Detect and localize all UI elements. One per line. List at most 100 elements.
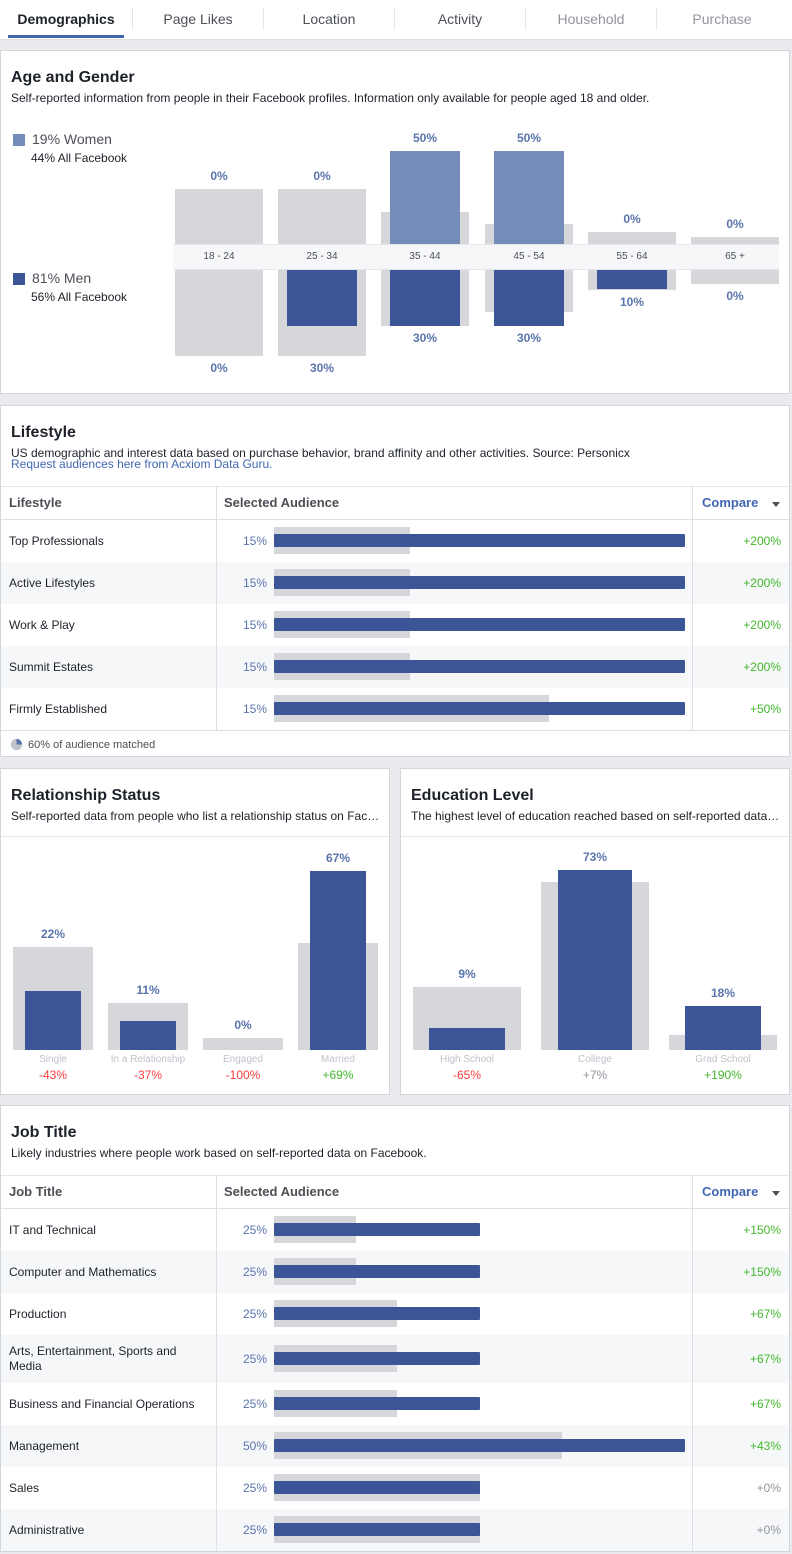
card-subtitle: Likely industries where people work base… — [11, 1146, 427, 1160]
women-baseline-bar — [588, 232, 676, 244]
card-title: Age and Gender — [11, 69, 135, 86]
table-row: Work & Play 15% +200% — [1, 604, 789, 646]
tab-location[interactable]: Location — [302, 11, 356, 27]
column-divider — [216, 486, 217, 730]
men-percent-label: 30% — [516, 330, 542, 345]
card-title: Relationship Status — [11, 787, 161, 804]
column-header-selected-audience: Selected Audience — [224, 495, 340, 510]
row-percent: 15% — [242, 618, 267, 632]
women-percent-label: 50% — [516, 131, 542, 145]
women-legend-label: 19% Women — [32, 131, 112, 147]
table-row: Production 25% +67% — [1, 1293, 789, 1335]
column-divider — [692, 1175, 693, 1551]
audience-bar — [274, 1352, 480, 1365]
tab-divider — [656, 8, 657, 30]
card-title: Education Level — [411, 787, 534, 804]
table-row: Computer and Mathematics 25% +150% — [1, 1251, 789, 1293]
divider — [1, 836, 389, 837]
women-all-facebook: 44% All Facebook — [31, 151, 128, 165]
compare-dropdown[interactable]: Compare — [702, 495, 759, 510]
chevron-down-icon[interactable] — [772, 1191, 780, 1196]
age-gender-chart: 0% 0% 18 - 24 0% 30% 25 - 34 50% 30% 35 - 44 50% 3… — [1, 51, 789, 393]
row-label: Business and Financial Operations — [9, 1396, 195, 1411]
row-label: Work & Play — [9, 617, 75, 632]
compare-value: +67% — [749, 1397, 781, 1411]
percent-label: 73% — [582, 849, 608, 864]
table-row: Summit Estates 15% +200% — [1, 646, 789, 688]
row-percent: 15% — [242, 534, 267, 548]
tab-page-likes[interactable]: Page Likes — [163, 11, 233, 27]
audience-bar — [274, 1481, 480, 1494]
tab-household[interactable]: Household — [557, 11, 625, 27]
category-label: College — [578, 1054, 612, 1065]
divider — [401, 836, 789, 837]
column-header-job-title: Job Title — [9, 1184, 63, 1199]
age-range-label: 65 + — [725, 251, 745, 262]
audience-bar — [274, 702, 685, 715]
row-label: IT and Technical — [9, 1222, 96, 1237]
age-axis-band — [173, 244, 779, 270]
table-row: Management 50% +43% — [1, 1425, 789, 1467]
delta-value: +7% — [582, 1068, 608, 1082]
row-label: Computer and Mathematics — [9, 1264, 157, 1279]
percent-label: 0% — [234, 1018, 252, 1032]
age-range-label: 18 - 24 — [203, 251, 235, 262]
category-label: Married — [321, 1054, 355, 1065]
column-divider — [692, 486, 693, 730]
audience-bar — [274, 618, 685, 631]
men-bar — [597, 270, 667, 289]
men-legend-swatch — [13, 273, 25, 285]
row-percent: 15% — [242, 576, 267, 590]
men-percent-label: 0% — [210, 361, 228, 375]
delta-value: -37% — [133, 1068, 162, 1082]
women-baseline-bar — [278, 189, 366, 244]
audience-bar — [274, 576, 685, 589]
row-percent: 25% — [242, 1523, 267, 1537]
women-percent-label: 0% — [210, 169, 228, 183]
men-percent-label: 30% — [309, 361, 335, 375]
men-bar — [494, 270, 564, 326]
row-label: Active Lifestyles — [9, 575, 96, 590]
tab-activity[interactable]: Activity — [437, 11, 483, 27]
men-baseline-bar — [691, 270, 779, 284]
row-percent: 25% — [242, 1352, 267, 1366]
age-range-label: 25 - 34 — [306, 251, 338, 262]
tab-divider — [132, 8, 133, 30]
card-title: Lifestyle — [11, 424, 76, 441]
audience-bar — [274, 1223, 480, 1236]
delta-value: +69% — [322, 1068, 354, 1082]
compare-value: +150% — [743, 1223, 781, 1237]
women-percent-label: 50% — [412, 131, 438, 145]
category-label: In a Relationship — [110, 1054, 186, 1065]
tab-purchase[interactable]: Purchase — [692, 11, 752, 27]
column-header-selected-audience: Selected Audience — [224, 1184, 340, 1199]
category-label: Grad School — [695, 1054, 751, 1065]
compare-dropdown[interactable]: Compare — [702, 1184, 759, 1199]
compare-value: +150% — [743, 1265, 781, 1279]
table-row: Sales 25% +0% — [1, 1467, 789, 1509]
row-label: Top Professionals — [9, 533, 104, 548]
audience-bar — [685, 1005, 761, 1050]
women-bar — [390, 151, 460, 244]
row-label: Firmly Established — [9, 701, 108, 716]
men-all-facebook: 56% All Facebook — [31, 290, 128, 304]
job-title-card: Job Title Likely industries where people… — [0, 1105, 790, 1552]
relationship-status-card: Relationship Status Self-reported data f… — [0, 768, 390, 1095]
tab-divider — [394, 8, 395, 30]
men-percent-label: 30% — [412, 331, 438, 345]
column-header-lifestyle: Lifestyle — [9, 495, 62, 510]
tab-divider — [263, 8, 264, 30]
baseline-bar — [203, 1038, 283, 1050]
tab-demographics[interactable]: Demographics — [8, 0, 124, 40]
row-label: Summit Estates — [9, 659, 94, 674]
acxiom-link[interactable]: Request audiences here from Acxiom Data … — [11, 457, 273, 471]
category-label: Engaged — [222, 1054, 264, 1065]
category-label: High School — [440, 1054, 494, 1065]
chevron-down-icon[interactable] — [772, 502, 780, 507]
audience-bar — [120, 1020, 176, 1050]
audience-bar — [274, 1397, 480, 1410]
audience-bar — [274, 534, 685, 547]
row-percent: 25% — [242, 1265, 267, 1279]
audience-bar — [274, 1265, 480, 1278]
women-bar — [494, 151, 564, 244]
